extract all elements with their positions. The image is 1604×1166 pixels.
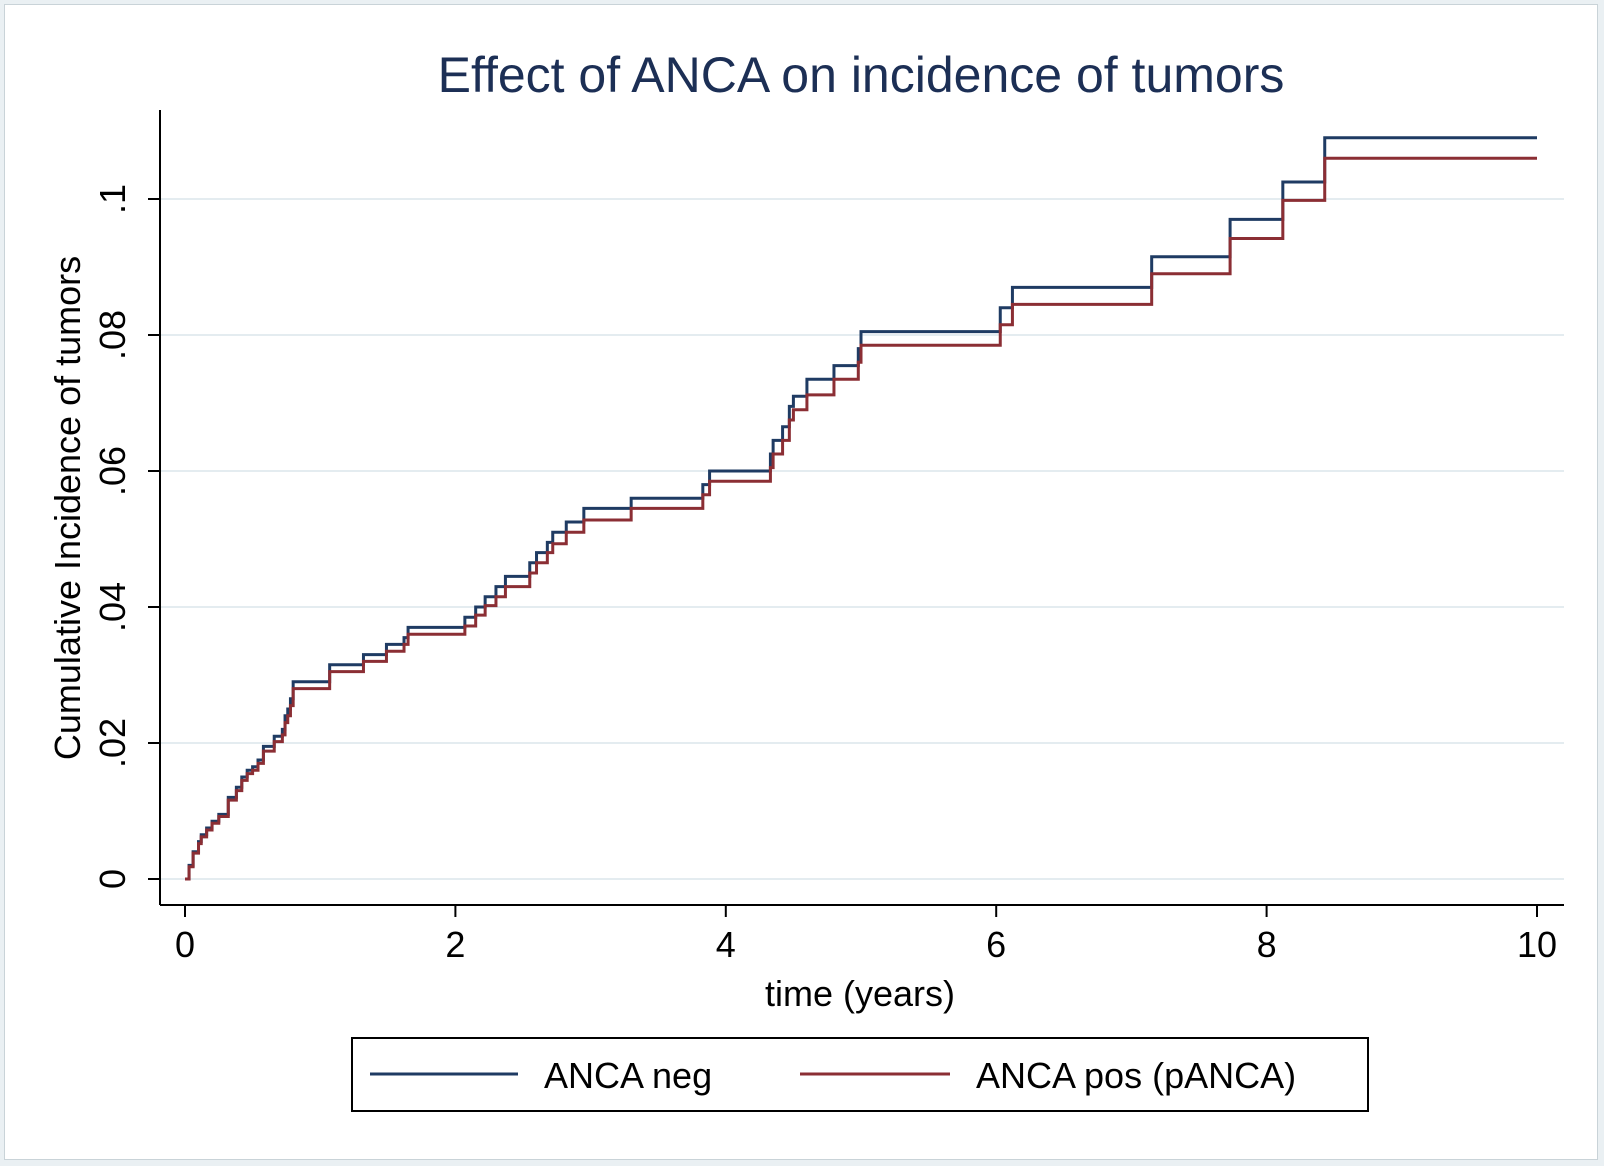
y-axis-ticks: 0 .02 .04 .06 .08 .1 <box>92 184 160 889</box>
y-tick-label: .08 <box>92 310 133 360</box>
x-tick-label: 2 <box>445 924 465 965</box>
chart-title: Effect of ANCA on incidence of tumors <box>438 47 1285 103</box>
axes <box>159 110 1564 906</box>
x-axis-ticks: 0 2 4 6 8 10 <box>175 905 1557 965</box>
x-tick-label: 0 <box>175 924 195 965</box>
x-axis-label: time (years) <box>765 973 955 1014</box>
y-tick-label: .04 <box>92 582 133 632</box>
series-line-anca-pos <box>185 156 1537 881</box>
legend: ANCA neg ANCA pos (pANCA) <box>351 1037 1369 1112</box>
series-lines <box>185 136 1537 881</box>
x-tick-label: 4 <box>716 924 736 965</box>
series-line-anca-neg <box>185 136 1537 881</box>
legend-label-anca-neg: ANCA neg <box>544 1055 712 1096</box>
x-tick-label: 10 <box>1517 924 1557 965</box>
y-tick-label: .06 <box>92 446 133 496</box>
y-axis-label: Cumulative Incidence of tumors <box>47 256 88 760</box>
y-tick-label: .02 <box>92 718 133 768</box>
x-tick-label: 8 <box>1257 924 1277 965</box>
legend-label-anca-pos: ANCA pos (pANCA) <box>976 1055 1296 1096</box>
x-tick-label: 6 <box>986 924 1006 965</box>
grid-lines <box>160 198 1564 880</box>
chart-frame <box>4 4 1598 1160</box>
y-tick-label: .1 <box>92 184 133 214</box>
y-tick-label: 0 <box>92 869 133 889</box>
